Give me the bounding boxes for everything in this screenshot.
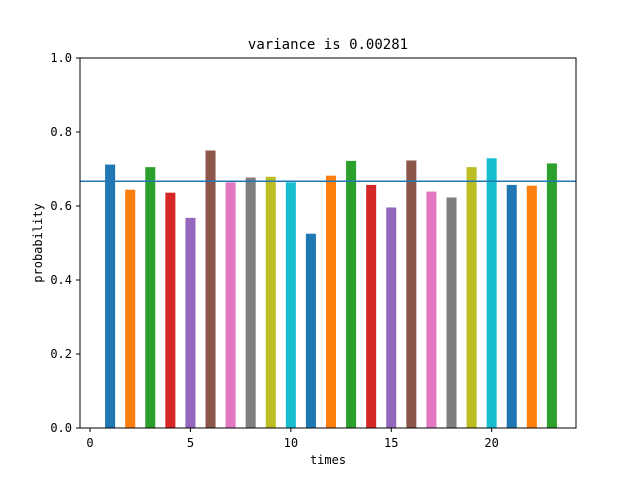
- y-tick-label: 0.6: [50, 199, 72, 213]
- y-tick-label: 1.0: [50, 51, 72, 65]
- bar-3: [145, 167, 156, 428]
- x-tick-label: 20: [484, 436, 498, 450]
- y-tick-label: 0.0: [50, 421, 72, 435]
- bar-20: [486, 158, 497, 428]
- y-axis-label: probability: [31, 203, 45, 282]
- bars-group: [105, 150, 557, 429]
- bar-19: [466, 167, 477, 428]
- x-tick-label: 5: [187, 436, 194, 450]
- y-tick-label: 0.2: [50, 347, 72, 361]
- bar-13: [346, 160, 357, 429]
- y-axis-ticks: 0.0 0.2 0.4 0.6 0.8 1.0: [50, 51, 80, 435]
- chart-title: variance is 0.00281: [248, 37, 408, 53]
- bar-14: [366, 184, 377, 428]
- bar-23: [546, 163, 557, 428]
- bar-18: [446, 197, 457, 428]
- bar-22: [526, 185, 537, 428]
- plot-frame: [79, 57, 577, 429]
- bar-6: [205, 150, 216, 428]
- x-axis-ticks: 0 5 10 15 20: [86, 428, 499, 450]
- bar-21: [506, 184, 517, 428]
- bar-12: [325, 175, 337, 428]
- y-tick-label: 0.8: [50, 125, 72, 139]
- bar-9: [265, 176, 276, 428]
- bar-15: [386, 207, 397, 428]
- bar-17: [426, 191, 437, 428]
- bar-5: [185, 217, 196, 428]
- bar-4: [165, 192, 176, 428]
- bar-10: [285, 182, 296, 428]
- x-tick-label: 0: [86, 436, 93, 450]
- bar-16: [406, 160, 417, 429]
- bar-8: [245, 177, 256, 428]
- bar-11: [305, 233, 316, 428]
- y-tick-label: 0.4: [50, 273, 72, 287]
- x-tick-label: 10: [284, 436, 298, 450]
- bar-2: [125, 189, 136, 428]
- x-tick-label: 15: [384, 436, 398, 450]
- bar-1: [105, 164, 116, 428]
- x-axis-label: times: [310, 453, 346, 467]
- bar-7: [225, 182, 236, 428]
